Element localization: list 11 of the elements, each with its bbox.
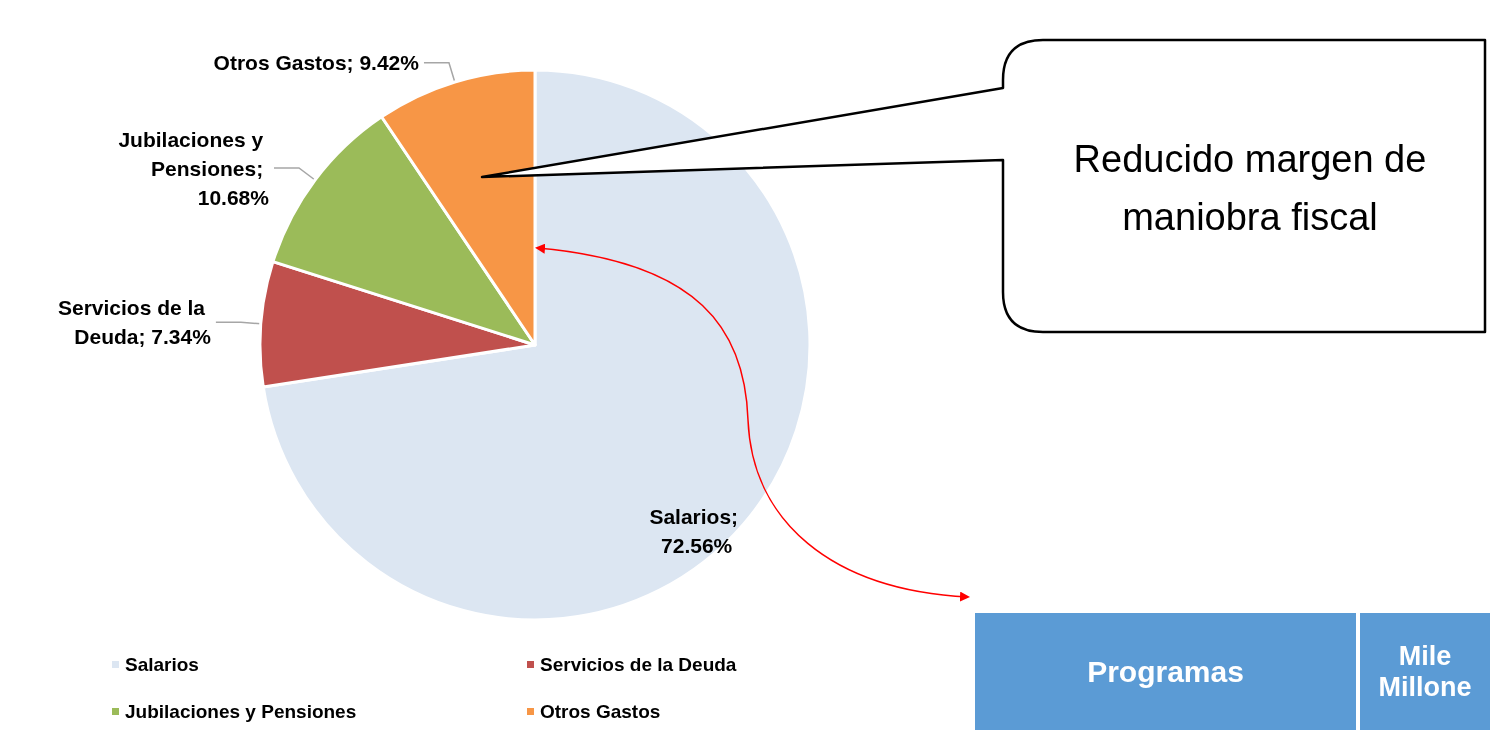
data-label: Salarios; 72.56% (649, 505, 744, 558)
data-label: Jubilaciones y Pensiones; 10.68% (118, 127, 270, 209)
text: Reducido margen de maniobra fiscal (1072, 137, 1428, 240)
text: Mile Millone (1360, 613, 1490, 730)
text: Programas (975, 613, 1356, 730)
data-label: Otros Gastos; 9.42% (213, 51, 420, 75)
legend-label: Salarios (125, 654, 199, 675)
data-label: Servicios de la Deuda; 7.34% (57, 296, 212, 349)
legend-label: Jubilaciones y Pensiones (125, 701, 357, 722)
legend-label: Servicios de la Deuda (540, 654, 737, 675)
legend-label: Otros Gastos (540, 701, 661, 722)
